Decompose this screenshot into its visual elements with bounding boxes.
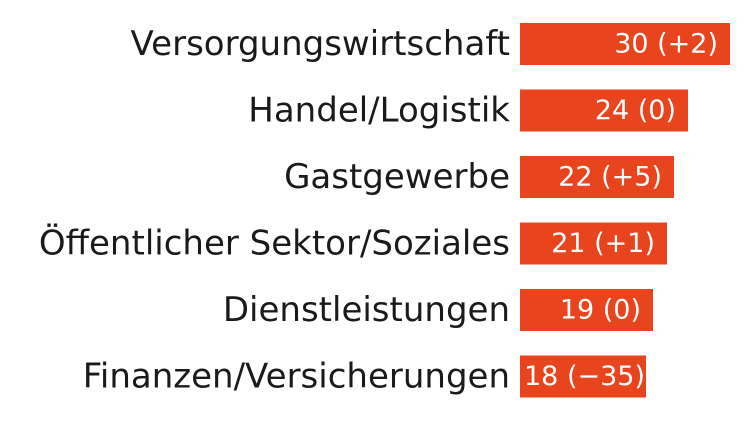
value-label-1: 24 (0) (595, 95, 676, 126)
value-label-5: 18 (−35) (524, 361, 645, 392)
category-label-2: Gastgewerbe (284, 157, 510, 197)
bar-4 (520, 289, 653, 331)
value-label-4: 19 (0) (560, 295, 641, 326)
value-label-2: 22 (+5) (558, 162, 662, 193)
value-label-0: 30 (+2) (614, 29, 718, 60)
bar-1 (520, 89, 688, 132)
category-label-1: Handel/Logistik (248, 91, 510, 131)
value-labels: 30 (+2) 24 (0) 22 (+5) 21 (+1) 19 (0) 18 (−35… (524, 29, 718, 393)
bar-0 (520, 23, 730, 65)
category-label-3: Öffentlicher Sektor/Soziales (39, 223, 510, 264)
bars (520, 23, 730, 398)
bar-3 (520, 222, 667, 265)
category-labels: Versorgungswirtschaft Handel/Logistik Gast… (39, 24, 510, 397)
bar-2 (520, 156, 674, 198)
category-label-5: Finanzen/Versicherungen (83, 357, 510, 397)
category-label-0: Versorgungswirtschaft (131, 24, 510, 64)
category-label-4: Dienstleistungen (223, 290, 510, 330)
bar-5 (520, 355, 646, 398)
value-label-3: 21 (+1) (551, 228, 655, 259)
